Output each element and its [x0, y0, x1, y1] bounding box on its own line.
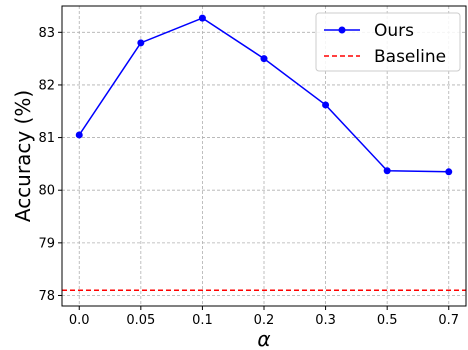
ours-point: [137, 39, 145, 47]
x-tick-label: 0.05: [126, 313, 155, 328]
x-tick-label: 0.3: [315, 313, 336, 328]
y-tick-label: 81: [38, 131, 55, 146]
x-tick-label: 0.0: [69, 313, 90, 328]
ours-point: [75, 131, 83, 139]
legend-ours-label: Ours: [374, 21, 414, 41]
y-tick-label: 79: [38, 236, 55, 251]
ticks: 0.0 0.05 0.1 0.2 0.3 0.5 0.7 78 79 80 81 82 83: [38, 26, 459, 328]
y-tick-label: 83: [38, 26, 55, 41]
legend: Ours Baseline: [315, 12, 461, 72]
ours-point: [383, 167, 391, 175]
legend-ours-marker: [338, 26, 346, 34]
y-axis-label: Accuracy (%): [11, 90, 35, 222]
series-layer: [62, 14, 466, 291]
ours-point: [445, 168, 453, 176]
x-tick-label: 0.1: [192, 313, 213, 328]
y-tick-label: 78: [38, 289, 55, 304]
ours-point: [260, 55, 268, 63]
x-tick-label: 0.5: [377, 313, 398, 328]
legend-baseline-label: Baseline: [374, 47, 446, 67]
y-tick-label: 80: [38, 184, 55, 199]
y-tick-label: 82: [38, 78, 55, 93]
ours-point: [198, 14, 206, 22]
x-axis-label: α: [257, 327, 270, 350]
x-tick-label: 0.7: [438, 313, 459, 328]
x-tick-label: 0.2: [254, 313, 275, 328]
ours-point: [322, 101, 330, 109]
